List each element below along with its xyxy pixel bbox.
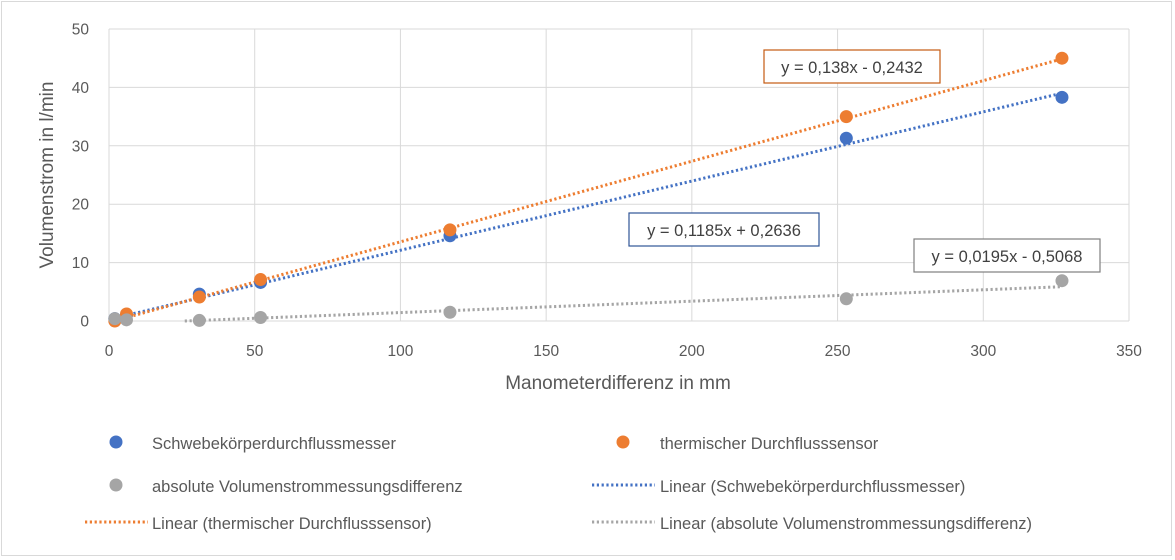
data-point-series-2	[254, 310, 268, 324]
svg-text:thermischer Durchflusssensor: thermischer Durchflusssensor	[660, 435, 879, 453]
data-point-series-1	[254, 273, 268, 287]
trendlines	[114, 57, 1063, 323]
x-tick-label: 300	[970, 343, 996, 360]
y-axis-title: Volumenstrom in l/min	[37, 82, 58, 269]
equation-label-thermisch: y = 0,138x - 0,2432	[763, 49, 941, 84]
x-tick-label: 150	[533, 343, 559, 360]
legend-item-thermisch: thermischer Durchflusssensor	[616, 435, 879, 453]
data-point-series-2	[192, 313, 206, 327]
x-tick-label: 350	[1116, 343, 1142, 360]
y-tick-label: 50	[72, 22, 90, 39]
y-tick-label: 20	[72, 197, 90, 214]
svg-text:absolute Volumenstrommessungsd: absolute Volumenstrommessungsdifferenz	[152, 478, 463, 496]
data-point-series-1	[443, 223, 457, 237]
legend-item-schwebekoerper: Schwebekörperdurchflussmesser	[109, 435, 396, 453]
y-tick-labels: 0 10 20 30 40 50	[72, 22, 90, 331]
svg-text:Linear (Schwebekörperdurchflus: Linear (Schwebekörperdurchflussmesser)	[660, 478, 965, 496]
x-tick-label: 0	[105, 343, 114, 360]
svg-text:Linear (absolute Volumenstromm: Linear (absolute Volumenstrommessungsdif…	[660, 515, 1032, 533]
data-point-series-2	[443, 305, 457, 319]
legend-item-linear-schwebekoerper: Linear (Schwebekörperdurchflussmesser)	[592, 478, 965, 496]
data-point-series-2	[108, 312, 122, 326]
y-tick-label: 30	[72, 138, 90, 155]
data-point-series-1	[839, 110, 853, 124]
data-point-series-0	[839, 131, 853, 145]
x-tick-label: 50	[246, 343, 264, 360]
equation-label-schwebekoerper: y = 0,1185x + 0,2636	[628, 212, 820, 247]
svg-text:y = 0,1185x + 0,2636: y = 0,1185x + 0,2636	[647, 222, 801, 240]
trendline-2	[184, 285, 1063, 323]
legend: Schwebekörperdurchflussmesser thermische…	[85, 435, 1032, 533]
svg-text:y = 0,0195x - 0,5068: y = 0,0195x - 0,5068	[932, 248, 1083, 266]
data-point-series-2	[119, 313, 133, 327]
data-point-series-2	[839, 292, 853, 306]
y-tick-label: 40	[72, 80, 90, 97]
x-tick-label: 250	[825, 343, 851, 360]
svg-text:y = 0,138x - 0,2432: y = 0,138x - 0,2432	[781, 59, 923, 77]
trendline-1	[114, 57, 1063, 323]
data-point-series-1	[192, 290, 206, 304]
equation-label-differenz: y = 0,0195x - 0,5068	[913, 238, 1101, 273]
x-tick-label: 200	[679, 343, 705, 360]
y-tick-label: 0	[80, 314, 89, 331]
svg-text:Linear (thermischer Durchfluss: Linear (thermischer Durchflusssensor)	[152, 515, 432, 533]
x-tick-labels: 0 50 100 150 200 250 300 350	[105, 343, 1143, 360]
svg-text:Schwebekörperdurchflussmesser: Schwebekörperdurchflussmesser	[152, 435, 396, 453]
legend-item-linear-thermisch: Linear (thermischer Durchflusssensor)	[85, 515, 432, 533]
data-point-series-0	[1055, 90, 1069, 104]
legend-item-linear-differenz: Linear (absolute Volumenstrommessungsdif…	[592, 515, 1032, 533]
y-tick-label: 10	[72, 255, 90, 272]
x-axis-title: Manometerdifferenz in mm	[505, 373, 731, 394]
trendline-0	[114, 91, 1063, 320]
data-points	[108, 51, 1069, 328]
data-point-series-1	[1055, 51, 1069, 65]
data-point-series-2	[1055, 274, 1069, 288]
legend-item-differenz: absolute Volumenstrommessungsdifferenz	[109, 478, 463, 496]
x-tick-label: 100	[387, 343, 413, 360]
